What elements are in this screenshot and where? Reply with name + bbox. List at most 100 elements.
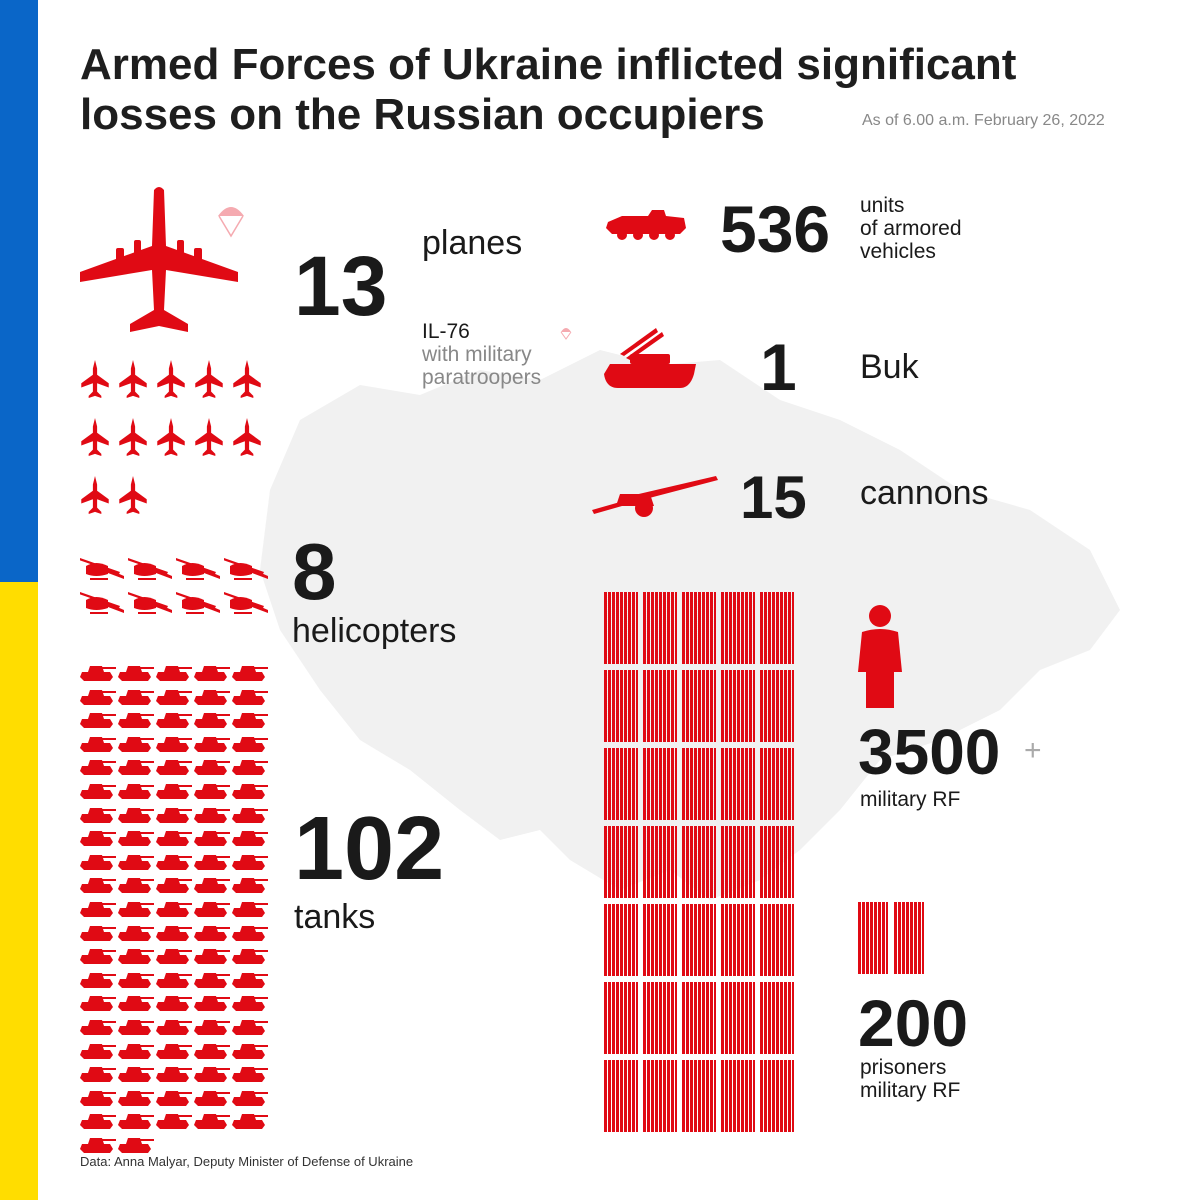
tank-icon	[194, 831, 230, 847]
tank-icon	[156, 854, 192, 870]
title-line-2: losses on the Russian occupiers	[80, 90, 765, 139]
soldier-group-block	[604, 592, 638, 664]
tank-icon	[232, 1020, 268, 1035]
il76-plane-icon	[80, 187, 238, 332]
prisoner-group-block	[894, 902, 924, 974]
helicopter-icon	[176, 592, 220, 614]
soldier-group-block	[721, 670, 755, 742]
soldier-group-block	[604, 982, 638, 1054]
armored-label-vehicles: vehicles	[860, 240, 936, 263]
soldier-group-block	[604, 1060, 638, 1132]
tank-icon	[80, 1138, 116, 1153]
tank-icon	[232, 902, 268, 917]
helicopter-icon	[176, 558, 220, 580]
tank-icon	[80, 784, 116, 799]
tank-icon	[118, 807, 154, 823]
prisoner-group-block	[858, 902, 888, 974]
soldier-group-block	[721, 982, 755, 1054]
buk-count: 1	[760, 330, 797, 404]
planes-note-paratroopers: paratroopers	[422, 366, 542, 389]
soldier-group-block	[604, 904, 638, 976]
soldier-group-block	[643, 826, 677, 898]
tank-icon	[80, 1020, 116, 1035]
helicopters-count: 8	[292, 527, 337, 616]
cannons-label: cannons	[860, 474, 989, 512]
jet-fighter-icon	[81, 360, 109, 398]
tank-icon	[194, 1020, 230, 1035]
helicopter-icon	[128, 558, 172, 580]
title-line-1: Armed Forces of Ukraine inflicted signif…	[80, 40, 1017, 89]
jet-fighter-icon	[195, 360, 223, 398]
soldier-group-block	[604, 826, 638, 898]
tank-icon	[156, 925, 192, 941]
prisoners-label-line2: military RF	[860, 1079, 961, 1102]
tank-icon	[156, 1020, 192, 1035]
tank-icon	[156, 784, 192, 799]
tank-icon	[156, 1043, 192, 1059]
soldier-group-block	[682, 670, 716, 742]
soldier-group-block	[760, 592, 794, 664]
tank-icon	[232, 878, 268, 894]
jet-fighter-icon	[81, 418, 109, 456]
soldier-group-block	[604, 748, 638, 820]
tank-icon	[232, 1114, 268, 1130]
planes-count: 13	[294, 239, 388, 333]
armored-label-units: units	[860, 194, 905, 217]
soldier-group-block	[721, 748, 755, 820]
tank-icon	[118, 1043, 154, 1059]
tank-icon	[80, 878, 116, 894]
tank-icon	[194, 854, 230, 870]
tank-icon	[194, 925, 230, 941]
soldier-group-block	[643, 904, 677, 976]
tank-icon	[194, 689, 230, 705]
tank-icon	[232, 831, 268, 847]
soldier-group-block	[760, 1060, 794, 1132]
helicopter-icon	[224, 558, 268, 580]
tank-icon	[232, 689, 268, 705]
tank-icon	[232, 713, 268, 729]
small-parachute-icon	[560, 328, 572, 340]
soldier-group-block	[682, 592, 716, 664]
military-label: military RF	[860, 788, 961, 811]
tank-icon	[194, 1043, 230, 1059]
military-count: 3500	[858, 716, 1001, 788]
tank-icon	[194, 1090, 230, 1106]
tank-icon	[156, 949, 192, 965]
tank-icon	[232, 1090, 268, 1106]
tank-icon	[156, 1114, 192, 1130]
tank-icon	[232, 736, 268, 752]
tank-icon	[194, 807, 230, 823]
tank-icon	[156, 736, 192, 752]
armored-count: 536	[720, 192, 831, 266]
tank-icon	[156, 666, 192, 681]
soldier-group-block	[721, 1060, 755, 1132]
soldier-group-block	[760, 982, 794, 1054]
tank-icon	[194, 760, 230, 776]
tank-icon	[80, 831, 116, 847]
tank-icon	[156, 831, 192, 847]
jet-fighter-icon	[157, 360, 185, 398]
tank-icon	[156, 807, 192, 823]
tank-icon	[80, 854, 116, 870]
tank-icon	[118, 713, 154, 729]
soldier-group-block	[721, 592, 755, 664]
tanks-count: 102	[294, 799, 445, 899]
military-people-block	[604, 592, 814, 1138]
as-of-date: As of 6.00 a.m. February 26, 2022	[862, 112, 1105, 129]
tank-icon	[194, 996, 230, 1012]
jet-fighter-icon	[233, 360, 261, 398]
tank-icon	[118, 1114, 154, 1130]
tank-icon	[156, 1067, 192, 1083]
tank-icon	[156, 996, 192, 1012]
jet-fighter-icon	[157, 418, 185, 456]
tank-icon	[118, 878, 154, 894]
cannons-count: 15	[740, 464, 807, 531]
flag-stripe-blue	[0, 0, 38, 582]
tank-icon	[194, 1114, 230, 1130]
soldier-group-block	[721, 904, 755, 976]
soldier-group-block	[643, 1060, 677, 1132]
tank-icon	[118, 972, 154, 988]
jet-fighter-icon	[195, 418, 223, 456]
tank-icon	[156, 689, 192, 705]
helicopters-label: helicopters	[292, 612, 457, 650]
